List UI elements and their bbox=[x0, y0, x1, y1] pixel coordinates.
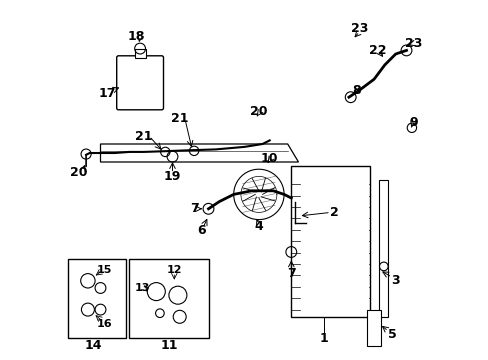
FancyBboxPatch shape bbox=[117, 56, 163, 110]
Text: 15: 15 bbox=[96, 265, 112, 275]
Text: 17: 17 bbox=[99, 87, 116, 100]
Text: 22: 22 bbox=[368, 44, 386, 57]
Text: 10: 10 bbox=[261, 152, 278, 165]
Bar bbox=[291, 166, 370, 317]
Text: 2: 2 bbox=[329, 206, 338, 219]
Text: 1: 1 bbox=[319, 332, 327, 345]
Text: 21: 21 bbox=[171, 112, 188, 125]
Text: 12: 12 bbox=[166, 265, 182, 275]
Bar bbox=[68, 259, 125, 338]
Text: 14: 14 bbox=[84, 339, 102, 352]
Text: 23: 23 bbox=[350, 22, 367, 35]
Text: 21: 21 bbox=[135, 130, 152, 143]
Text: 3: 3 bbox=[390, 274, 399, 287]
Text: 8: 8 bbox=[351, 84, 360, 96]
Text: 7: 7 bbox=[189, 202, 198, 215]
Text: 4: 4 bbox=[254, 220, 263, 233]
Text: 7: 7 bbox=[286, 267, 295, 280]
Text: 13: 13 bbox=[134, 283, 149, 293]
Text: 16: 16 bbox=[96, 319, 112, 329]
Bar bbox=[129, 259, 208, 338]
Text: 6: 6 bbox=[197, 224, 205, 237]
Bar bbox=[379, 180, 387, 317]
Bar bbox=[366, 310, 381, 346]
Text: 9: 9 bbox=[408, 116, 417, 129]
Text: 20: 20 bbox=[70, 166, 87, 179]
Bar bbox=[134, 49, 145, 58]
Text: 23: 23 bbox=[404, 37, 422, 50]
Text: 18: 18 bbox=[127, 30, 145, 42]
Text: 19: 19 bbox=[163, 170, 181, 183]
Text: 11: 11 bbox=[160, 339, 177, 352]
Text: 20: 20 bbox=[250, 105, 267, 118]
Text: 5: 5 bbox=[387, 328, 396, 341]
